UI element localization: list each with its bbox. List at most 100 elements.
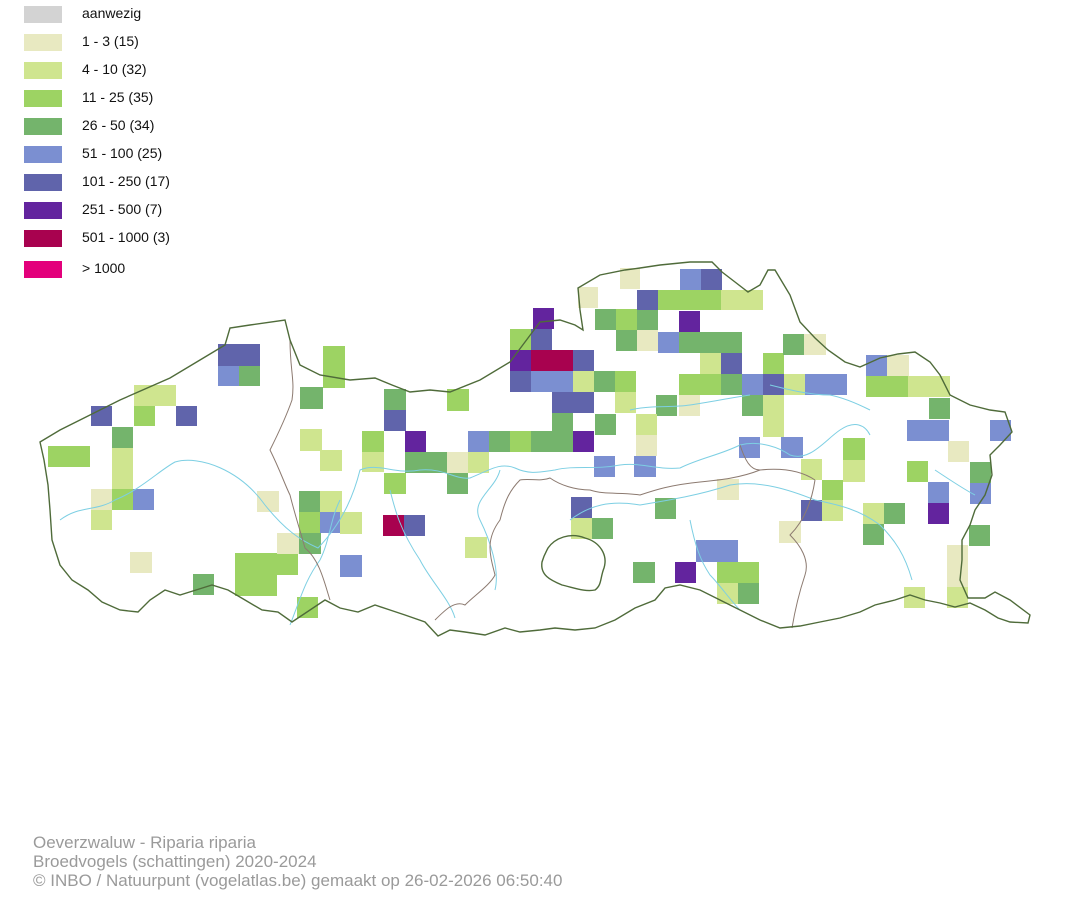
grid-cell [721, 290, 742, 310]
river [569, 483, 913, 581]
grid-cell [48, 446, 90, 467]
grid-cell [362, 431, 384, 452]
river [689, 519, 741, 611]
grid-cell [947, 587, 968, 608]
province-border [739, 444, 761, 471]
grid-cell [615, 392, 636, 413]
grid-cell [908, 376, 950, 397]
grid-cell [300, 387, 323, 409]
credit-line: © INBO / Natuurpunt (vogelatlas.be) gema… [33, 871, 563, 890]
grid-cell [510, 329, 531, 350]
grid-cell [531, 329, 552, 350]
grid-cell [637, 310, 658, 330]
legend-label: 4 - 10 (32) [82, 61, 147, 77]
legend-label: 251 - 500 (7) [82, 201, 163, 217]
legend-item: 101 - 250 (17) [24, 171, 224, 191]
legend-label: 501 - 1000 (3) [82, 229, 170, 245]
legend-swatch [24, 62, 62, 79]
grid-cell [299, 512, 321, 533]
grid-cell [822, 480, 843, 501]
grid-cell [658, 332, 679, 353]
grid-cell [717, 583, 738, 604]
legend-item: 51 - 100 (25) [24, 143, 224, 163]
grid-cell [637, 330, 658, 351]
grid-cell [620, 268, 640, 289]
legend-label: 1 - 3 (15) [82, 33, 139, 49]
grid-cell [193, 574, 214, 595]
grid-cell [447, 452, 468, 473]
grid-cell [801, 500, 822, 521]
grid-cell [323, 346, 345, 367]
province-border [789, 479, 816, 629]
legend-item: 1 - 3 (15) [24, 31, 224, 51]
grid-cell [578, 287, 598, 308]
grid-cell [866, 376, 908, 397]
grid-cell [235, 575, 277, 596]
grid-cell [675, 562, 696, 583]
grid-cell [636, 414, 657, 435]
grid-cell [658, 290, 679, 310]
grid-cell [742, 374, 763, 395]
legend-label: aanwezig [82, 5, 142, 21]
grid-cell [384, 410, 406, 431]
grid-cell [176, 406, 197, 426]
grid-cell [679, 374, 721, 395]
grid-cell [763, 374, 784, 395]
flanders-outline [39, 261, 1031, 637]
legend-swatch [24, 6, 62, 23]
grid-cell [299, 491, 321, 512]
legend-swatch [24, 261, 62, 278]
grid-cell [928, 503, 949, 524]
grid-cell [134, 385, 176, 406]
grid-cell [907, 461, 928, 482]
grid-cell [615, 371, 636, 392]
grid-cell [970, 483, 991, 504]
map-footer: Oeverzwaluw - Riparia riparia Broedvogel… [33, 833, 562, 890]
grid-cell [801, 459, 822, 480]
legend-swatch [24, 90, 62, 107]
species-name: Oeverzwaluw - Riparia riparia [33, 833, 256, 852]
grid-cell [257, 491, 279, 512]
grid-cell [721, 353, 742, 374]
grid-cell [447, 473, 468, 494]
grid-cell [655, 498, 676, 519]
brussels-outline [541, 534, 606, 592]
legend-item: 11 - 25 (35) [24, 87, 224, 107]
grid-cell [969, 525, 990, 546]
grid-cell [297, 597, 318, 618]
legend-label: 101 - 250 (17) [82, 173, 170, 189]
legend-item: 251 - 500 (7) [24, 199, 224, 219]
legend-label: 51 - 100 (25) [82, 145, 163, 161]
grid-cell [340, 512, 362, 534]
grid-cell [573, 350, 594, 371]
grid-cell [679, 311, 700, 332]
grid-cell [742, 290, 763, 310]
legend-item: > 1000 [24, 258, 224, 278]
grid-cell [595, 414, 616, 435]
grid-cell [91, 489, 112, 510]
grid-cell [781, 437, 803, 458]
grid-cell [552, 392, 594, 413]
river [477, 469, 501, 591]
grid-cell [112, 427, 133, 448]
grid-cell [91, 406, 112, 426]
province-border [269, 339, 331, 601]
river [389, 489, 456, 619]
grid-cell [907, 420, 949, 441]
grid-cell [552, 410, 573, 431]
grid-cells [48, 268, 1011, 618]
grid-cell [340, 555, 362, 577]
grid-cell [362, 452, 384, 472]
grid-cell [384, 389, 406, 410]
grid-cell [990, 420, 1011, 441]
grid-cell [739, 437, 760, 458]
grid-cell [679, 332, 742, 353]
grid-cell [552, 431, 573, 452]
grid-cell [531, 431, 552, 452]
grid-cell [277, 533, 299, 554]
legend-label: 11 - 25 (35) [82, 89, 154, 105]
river [59, 424, 871, 549]
grid-cell [763, 395, 784, 416]
grid-cell [783, 334, 804, 355]
